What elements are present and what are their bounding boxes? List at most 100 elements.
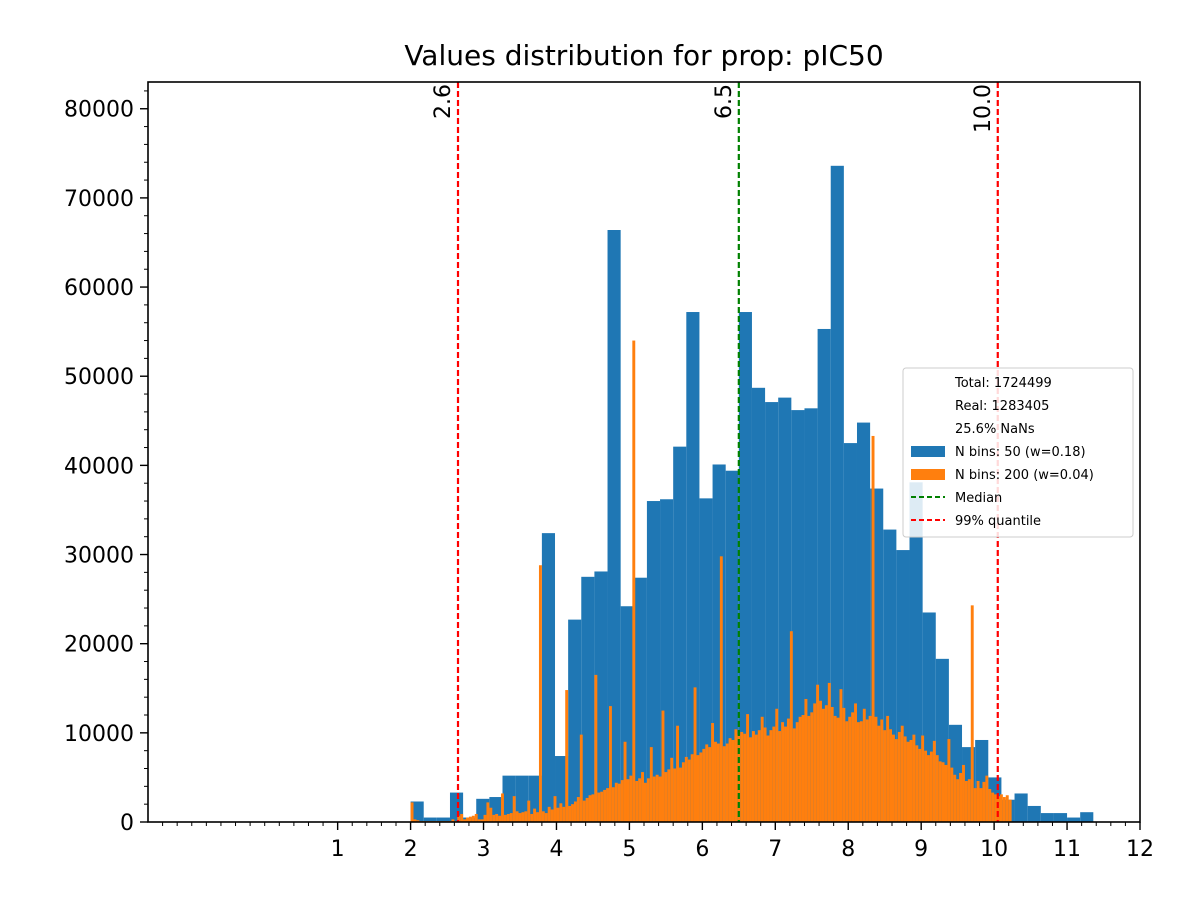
- bar: [498, 815, 502, 822]
- bar: [568, 619, 582, 822]
- bar: [1005, 795, 1009, 822]
- chart-title: Values distribution for prop: pIC50: [404, 39, 883, 72]
- bar: [959, 772, 963, 822]
- bar: [527, 800, 531, 822]
- bar: [1008, 799, 1012, 822]
- bar: [725, 743, 729, 822]
- bar: [824, 705, 828, 822]
- bar: [687, 759, 691, 822]
- bar: [763, 727, 767, 822]
- bar: [935, 755, 939, 822]
- bar: [536, 812, 539, 822]
- bar: [775, 708, 779, 822]
- bar: [813, 703, 817, 822]
- bar: [932, 740, 936, 822]
- bar: [868, 715, 872, 822]
- bar: [521, 812, 525, 822]
- bar: [751, 387, 766, 822]
- bar: [889, 729, 892, 822]
- bar: [1014, 793, 1028, 822]
- bar: [620, 780, 624, 822]
- bar: [778, 731, 782, 822]
- bar: [821, 708, 825, 822]
- bar: [906, 741, 910, 822]
- bar: [740, 731, 744, 822]
- bar: [556, 807, 560, 822]
- bar: [749, 737, 752, 822]
- bar: [760, 716, 764, 822]
- bar: [413, 819, 417, 822]
- bar: [988, 789, 992, 822]
- y-tick-label: 40000: [64, 454, 134, 479]
- bar: [827, 682, 831, 822]
- bar: [550, 809, 554, 822]
- bar: [781, 722, 785, 822]
- bar: [848, 716, 852, 822]
- bar: [571, 804, 574, 822]
- bar: [468, 816, 472, 822]
- bar: [474, 813, 478, 822]
- bar: [423, 817, 437, 822]
- bar: [883, 730, 887, 822]
- bar: [632, 340, 636, 822]
- bar: [1002, 797, 1006, 822]
- bar: [495, 813, 499, 822]
- bar: [702, 748, 706, 822]
- bar: [819, 700, 822, 822]
- bar: [915, 745, 919, 822]
- bar: [623, 741, 627, 822]
- bar: [562, 806, 566, 822]
- bar: [457, 815, 461, 822]
- bar: [991, 792, 995, 822]
- bar: [997, 796, 1000, 822]
- bar: [929, 751, 933, 822]
- bar: [633, 577, 647, 822]
- bar: [607, 230, 621, 822]
- bar: [769, 730, 773, 822]
- bar: [416, 820, 420, 822]
- bar: [524, 811, 528, 822]
- bar: [817, 328, 831, 822]
- bar: [778, 397, 792, 822]
- bar: [862, 708, 866, 822]
- legend-swatch: [911, 469, 945, 480]
- bar: [480, 819, 484, 822]
- bar: [830, 165, 844, 822]
- bar: [734, 729, 738, 822]
- legend-entry-label: N bins: 50 (w=0.18): [955, 445, 1086, 460]
- bar: [816, 684, 820, 822]
- bar: [486, 802, 490, 822]
- bar: [635, 780, 639, 822]
- bar: [606, 788, 609, 822]
- legend: Total: 1724499 Real: 1283405 25.6% NaNs N b…: [902, 367, 1134, 538]
- y-tick-label: 20000: [64, 633, 134, 658]
- bar: [801, 715, 805, 822]
- x-tick-label: 6: [695, 837, 709, 862]
- bar: [854, 703, 857, 822]
- x-tick-label: 5: [622, 837, 636, 862]
- bar: [673, 768, 677, 822]
- bar: [646, 501, 661, 822]
- bar: [676, 725, 680, 822]
- bar: [795, 722, 799, 822]
- bar: [810, 712, 814, 822]
- bar: [833, 715, 837, 822]
- bar: [892, 734, 895, 822]
- bar: [686, 312, 700, 822]
- bar: [807, 715, 811, 822]
- y-tick-label: 10000: [64, 722, 134, 747]
- bar: [410, 801, 424, 822]
- bar: [565, 690, 569, 822]
- bar: [576, 797, 580, 822]
- bar: [568, 805, 572, 822]
- x-tick-label: 7: [768, 837, 782, 862]
- bar: [629, 775, 633, 822]
- bar: [970, 605, 974, 822]
- bar: [547, 806, 551, 822]
- bar: [699, 752, 703, 822]
- bar: [967, 779, 971, 822]
- legend-swatch: [911, 446, 945, 457]
- bar: [851, 712, 855, 822]
- bar: [466, 817, 469, 822]
- bar: [693, 687, 697, 822]
